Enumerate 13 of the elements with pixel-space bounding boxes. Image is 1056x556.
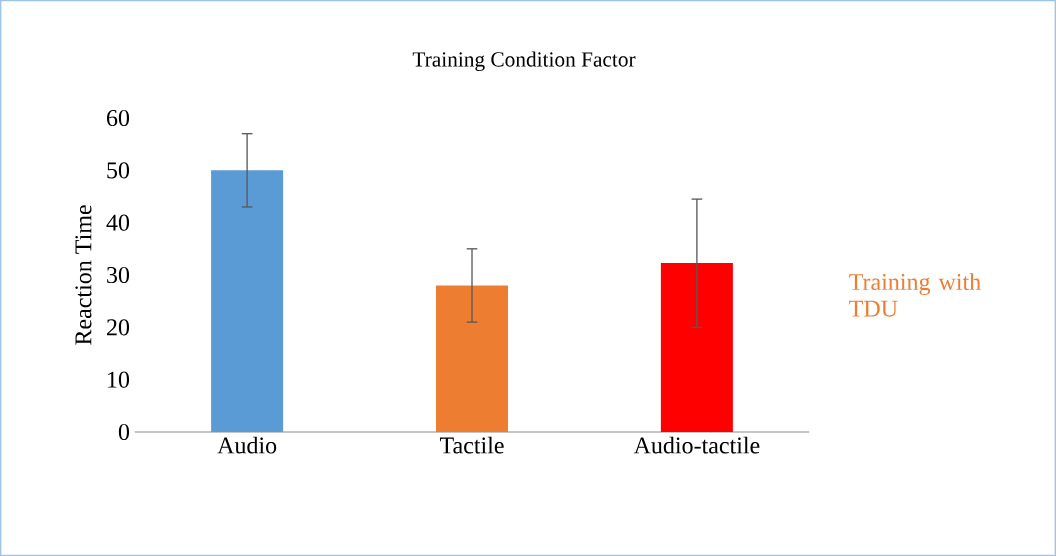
x-tick-label: Audio: [217, 436, 277, 454]
y-tick-label: 10: [108, 371, 130, 388]
y-tick-label: 60: [106, 109, 130, 127]
text: Training with TDU: [849, 273, 981, 317]
y-tick-label: 40: [106, 214, 130, 231]
y-tick-label: 50: [107, 162, 130, 179]
y-tick-label: 20: [107, 319, 130, 336]
y-tick-label: 0: [118, 423, 130, 441]
x-tick-label: Tactile: [439, 436, 504, 454]
x-tick-label: Audio-tactile: [633, 436, 760, 454]
y-tick-label: 30: [107, 266, 130, 284]
chart-title: Training Condition Factor: [412, 51, 636, 72]
y-axis-title: Reaction Time: [75, 205, 92, 345]
